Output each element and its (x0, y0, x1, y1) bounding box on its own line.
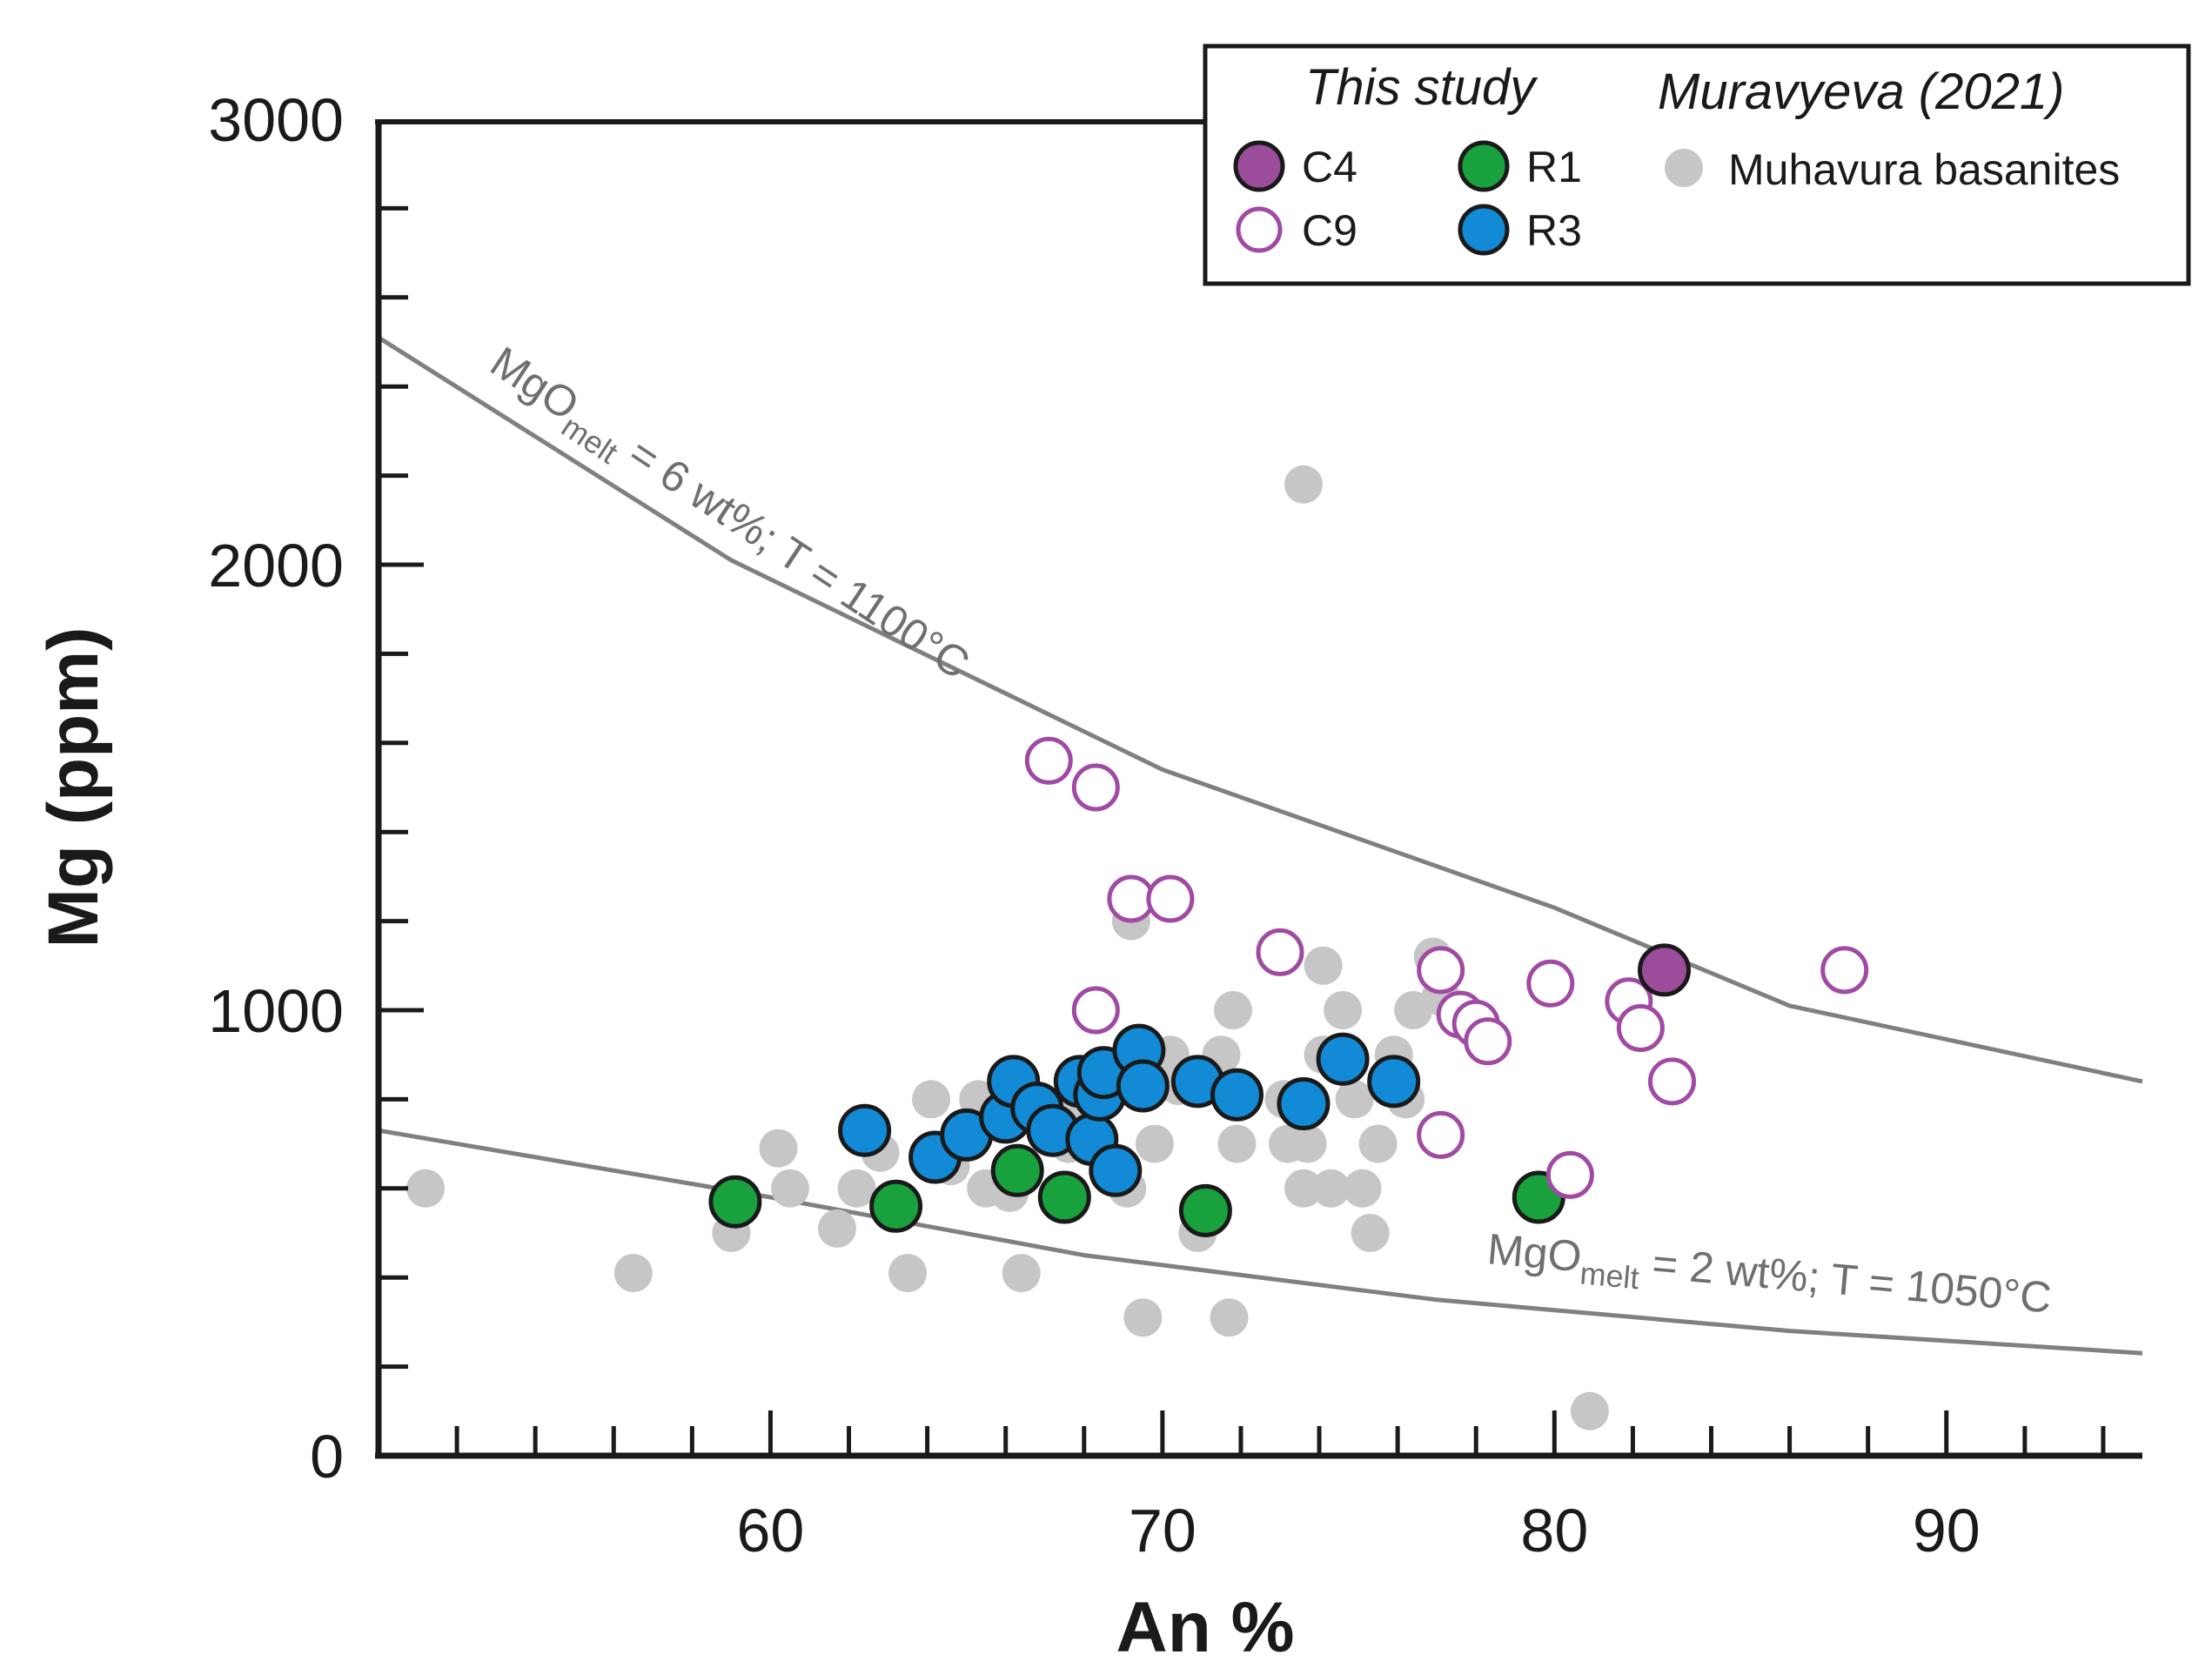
y-ticks: 0 1000 2000 3000 (208, 86, 424, 1490)
point-r3 (1316, 1032, 1370, 1086)
axes (375, 119, 2142, 1459)
point-muhavura-basanites (759, 1129, 798, 1168)
x-tick-label: 70 (1129, 1497, 1196, 1564)
point-muhavura-basanites (771, 1169, 809, 1208)
point-muhavura-basanites (1288, 1124, 1327, 1163)
point-muhavura-basanites (1002, 1254, 1041, 1293)
point-c9 (1146, 874, 1195, 923)
y-tick-label: 1000 (208, 977, 344, 1045)
point-r1 (1178, 1183, 1232, 1237)
legend-label-muhavura: Muhavura basanites (1728, 145, 2120, 194)
point-c9 (1464, 1017, 1512, 1066)
legend-label-c4: C4 (1302, 143, 1357, 191)
point-r3 (1367, 1055, 1421, 1109)
point-c9 (1417, 946, 1465, 995)
point-c9 (1545, 1150, 1594, 1199)
point-muhavura-basanites (1311, 1169, 1351, 1208)
point-r3 (1210, 1068, 1264, 1122)
point-muhavura-basanites (888, 1254, 928, 1293)
point-muhavura-basanites (1351, 1214, 1390, 1252)
point-muhavura-basanites (1123, 1298, 1163, 1337)
legend-marker-r1 (1458, 140, 1510, 192)
y-tick-label: 0 (310, 1423, 344, 1490)
x-ticks: 60 70 80 90 (454, 1410, 2106, 1564)
point-muhavura-basanites (1343, 1169, 1382, 1208)
point-muhavura-basanites (1217, 1124, 1257, 1163)
point-r1 (869, 1179, 923, 1233)
legend-marker-muhavura (1665, 149, 1703, 187)
point-muhavura-basanites (1358, 1124, 1398, 1163)
point-r1 (990, 1143, 1044, 1197)
legend-label-r1: R1 (1526, 143, 1582, 191)
point-c9 (1071, 986, 1120, 1035)
point-muhavura-basanites (1135, 1124, 1174, 1163)
curve-label-2wt-main: MgO (1485, 1224, 1584, 1281)
point-muhavura-basanites (406, 1169, 446, 1208)
point-c9 (1417, 1110, 1465, 1159)
point-r1 (708, 1175, 762, 1229)
point-c9 (1024, 736, 1073, 785)
point-muhavura-basanites (1284, 1169, 1323, 1208)
legend-label-r3: R3 (1526, 206, 1582, 255)
point-muhavura-basanites (1324, 991, 1363, 1029)
point-muhavura-basanites (1570, 1391, 1609, 1430)
point-c9 (1071, 763, 1120, 812)
series-r1 (708, 1143, 1565, 1237)
point-r3 (838, 1103, 892, 1157)
series-c9 (1024, 736, 1869, 1199)
point-r3 (1277, 1077, 1331, 1130)
point-muhavura-basanites (1335, 1080, 1374, 1119)
series-r3 (838, 1023, 1421, 1197)
point-muhavura-basanites (613, 1254, 653, 1293)
point-c9 (1526, 959, 1575, 1008)
point-muhavura-basanites (818, 1209, 856, 1248)
point-c4 (1638, 943, 1691, 997)
point-muhavura-basanites (1284, 465, 1323, 504)
point-muhavura-basanites (1304, 946, 1343, 985)
point-c9 (1820, 946, 1869, 995)
point-r1 (1037, 1170, 1091, 1224)
legend-group-this-study: This study (1305, 59, 1538, 116)
legend-marker-c4 (1233, 140, 1285, 192)
x-tick-label: 90 (1913, 1497, 1981, 1564)
legend-label-c9: C9 (1302, 206, 1357, 255)
point-muhavura-basanites (1210, 1298, 1249, 1337)
point-c9 (1648, 1057, 1696, 1106)
legend-marker-c9 (1236, 206, 1283, 253)
legend: This study Muravyeva (2021) C4 C9 R1 R3 … (1203, 44, 2191, 286)
model-curve-2 (378, 1128, 2143, 1356)
point-r3 (1116, 1059, 1170, 1113)
x-axis-title: An % (1116, 1588, 1295, 1667)
x-tick-label: 60 (737, 1497, 805, 1564)
data-points (406, 465, 1869, 1430)
point-muhavura-basanites (837, 1169, 876, 1208)
legend-marker-r3 (1458, 204, 1510, 256)
point-r3 (1089, 1143, 1143, 1197)
point-muhavura-basanites (912, 1080, 951, 1119)
point-muhavura-basanites (1214, 991, 1252, 1029)
model-curves (377, 335, 2143, 1356)
y-tick-label: 3000 (208, 86, 344, 154)
curve-label-2wt-sub: melt (1579, 1256, 1640, 1296)
x-tick-label: 80 (1520, 1497, 1588, 1564)
point-c9 (1256, 928, 1304, 976)
point-c9 (1616, 1004, 1665, 1052)
model-curve-1 (377, 335, 2143, 1084)
y-tick-label: 2000 (208, 532, 344, 600)
y-axis-title: Mg (ppm) (34, 627, 113, 948)
series-c4 (1638, 943, 1691, 997)
legend-group-muravyeva: Muravyeva (2021) (1658, 64, 2064, 120)
